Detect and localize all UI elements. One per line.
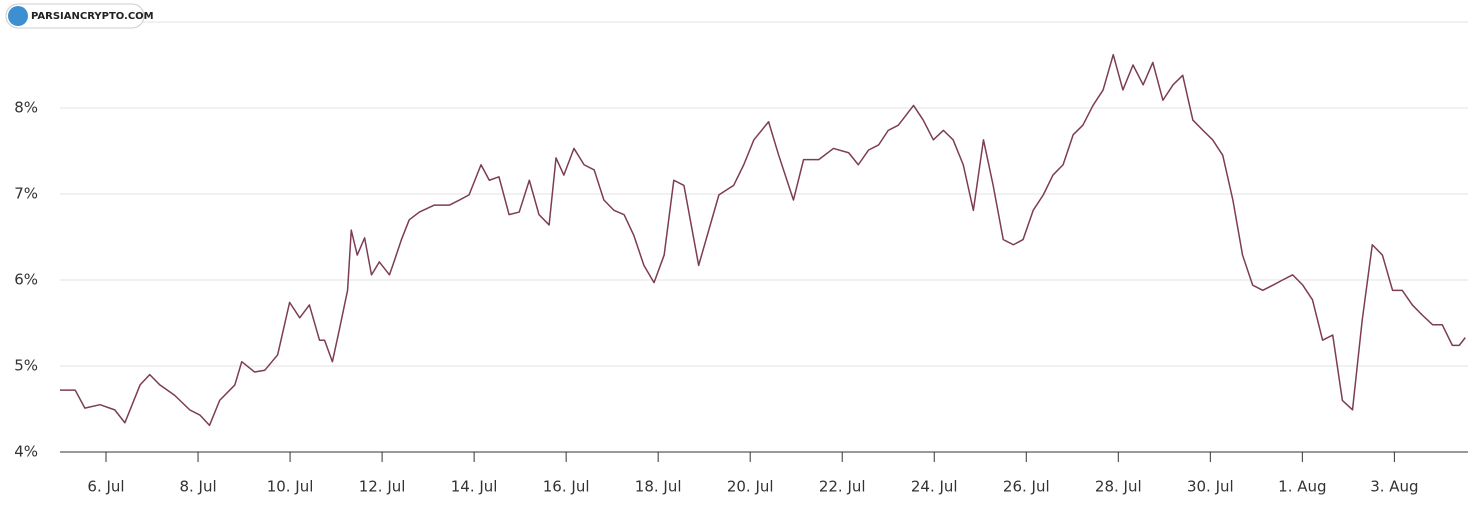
y-tick-label: 8%	[14, 99, 38, 117]
watermark: PARSIANCRYPTO.COM	[5, 3, 154, 29]
watermark-logo	[8, 6, 28, 26]
x-tick-label: 14. Jul	[451, 478, 498, 496]
y-tick-label: 4%	[14, 443, 38, 461]
x-tick-label: 18. Jul	[635, 478, 682, 496]
x-tick-label: 28. Jul	[1095, 478, 1142, 496]
y-tick-label: 7%	[14, 185, 38, 203]
x-tick-label: 30. Jul	[1187, 478, 1234, 496]
watermark-badge	[5, 3, 145, 29]
x-tick-label: 12. Jul	[359, 478, 406, 496]
y-tick-label: 6%	[14, 271, 38, 289]
watermark-text: PARSIANCRYPTO.COM	[31, 11, 154, 22]
x-tick-label: 1. Aug	[1278, 478, 1326, 496]
x-tick-label: 16. Jul	[543, 478, 590, 496]
x-tick-label: 6. Jul	[87, 478, 124, 496]
x-tick-label: 26. Jul	[1003, 478, 1050, 496]
x-tick-label: 24. Jul	[911, 478, 958, 496]
x-tick-label: 22. Jul	[819, 478, 866, 496]
x-tick-label: 10. Jul	[267, 478, 314, 496]
x-tick-label: 3. Aug	[1370, 478, 1418, 496]
y-tick-label: 5%	[14, 357, 38, 375]
x-tick-label: 20. Jul	[727, 478, 774, 496]
line-series	[60, 53, 1466, 427]
x-tick-label: 8. Jul	[179, 478, 216, 496]
